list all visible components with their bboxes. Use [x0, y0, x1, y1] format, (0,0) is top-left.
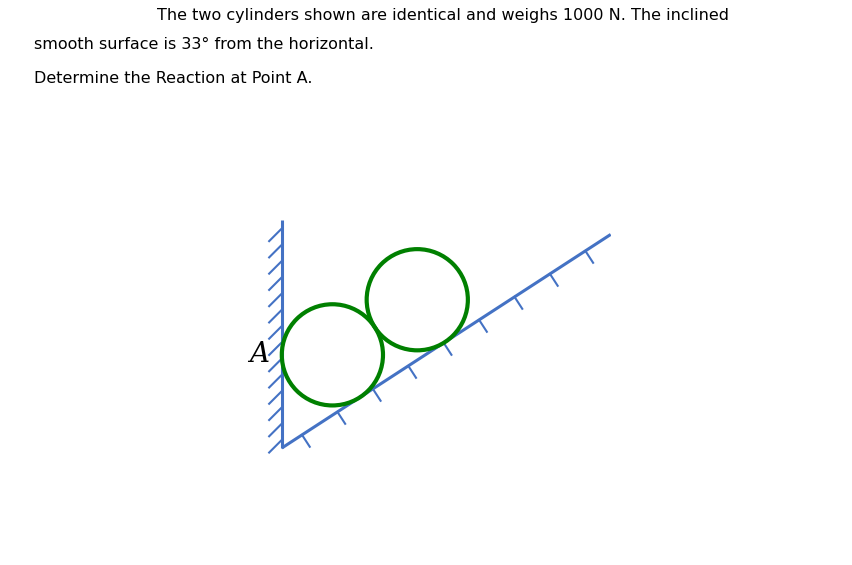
Text: The two cylinders shown are identical and weighs 1000 N. The inclined: The two cylinders shown are identical an…: [157, 8, 729, 24]
Text: Determine the Reaction at Point A.: Determine the Reaction at Point A.: [34, 71, 313, 86]
Text: smooth surface is 33° from the horizontal.: smooth surface is 33° from the horizonta…: [34, 37, 374, 52]
Text: A: A: [249, 341, 269, 368]
